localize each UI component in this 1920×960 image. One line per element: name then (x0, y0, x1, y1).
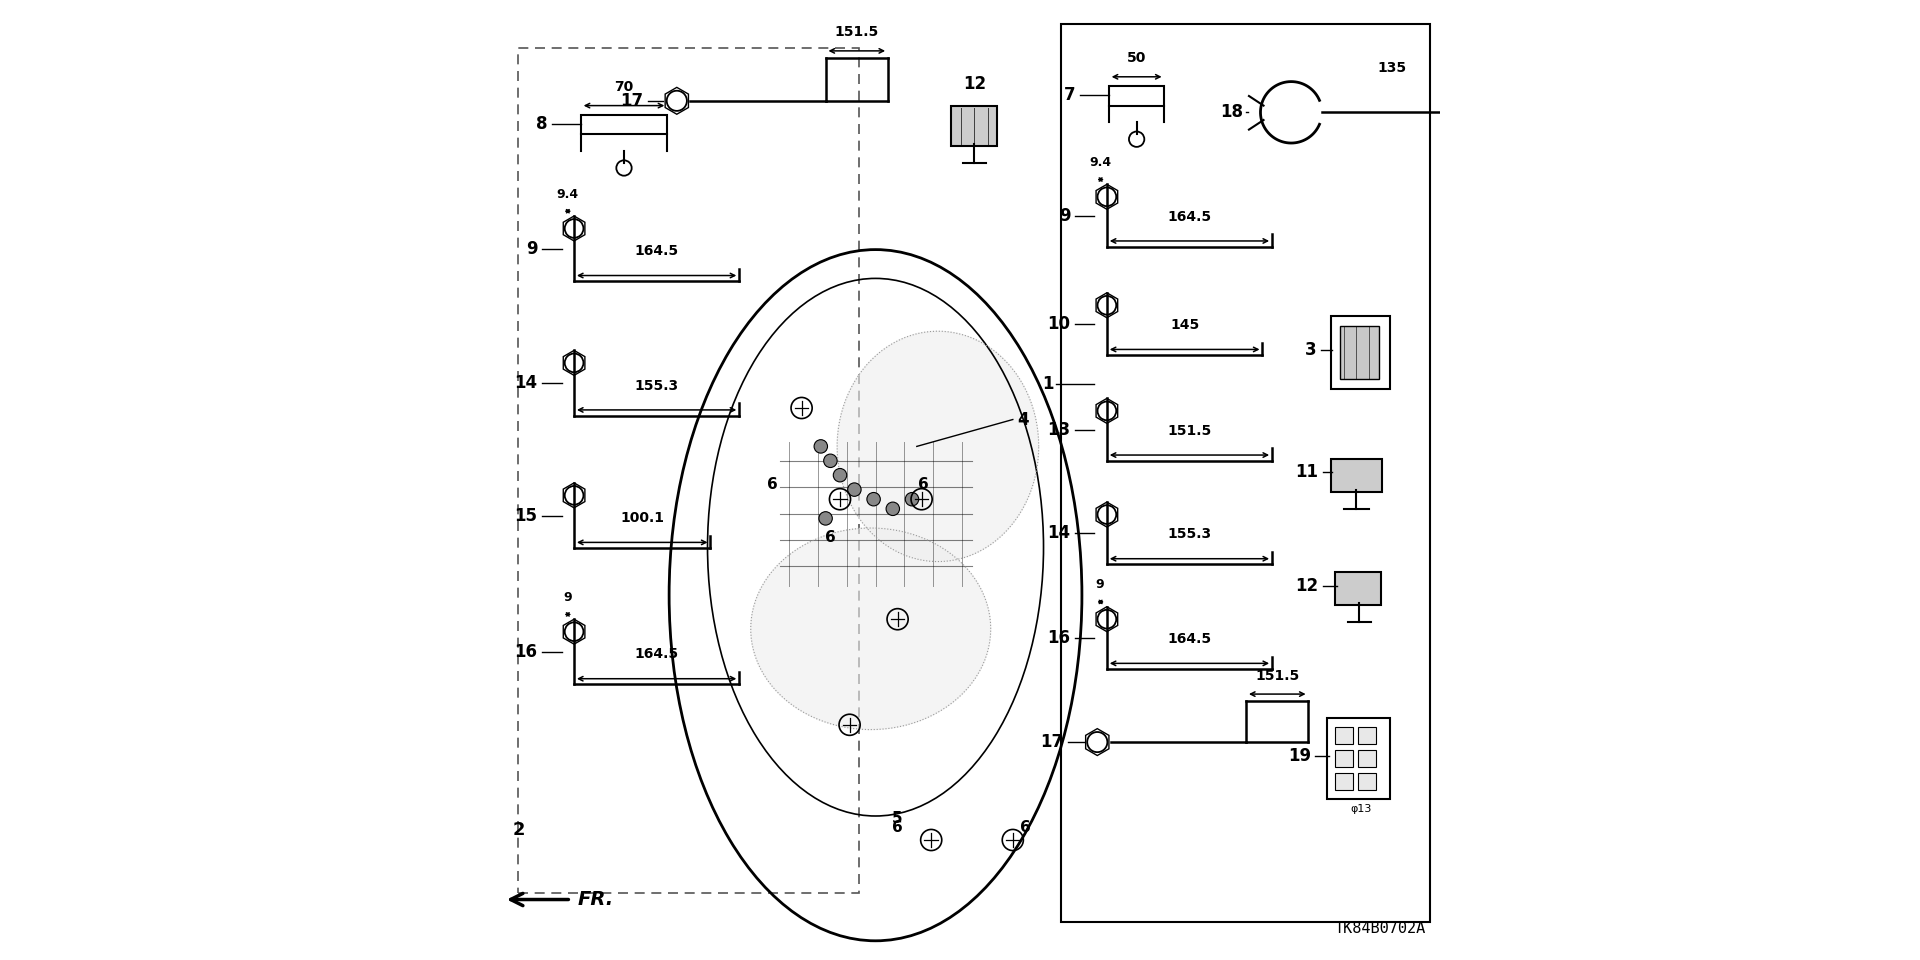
Text: 6: 6 (1020, 820, 1031, 835)
FancyBboxPatch shape (1359, 750, 1375, 767)
Text: FR.: FR. (578, 890, 614, 909)
Text: 9: 9 (1058, 206, 1071, 225)
Text: 5: 5 (893, 811, 902, 827)
Text: 3: 3 (1304, 342, 1315, 359)
FancyBboxPatch shape (1331, 316, 1390, 389)
FancyBboxPatch shape (1336, 750, 1352, 767)
Text: 15: 15 (515, 507, 538, 524)
Text: 4: 4 (1018, 411, 1029, 428)
Text: 9: 9 (1096, 578, 1104, 591)
Polygon shape (837, 331, 1039, 562)
Text: 11: 11 (1296, 464, 1317, 481)
Circle shape (824, 454, 837, 468)
Text: 17: 17 (1041, 733, 1064, 751)
Text: 164.5: 164.5 (1167, 209, 1212, 224)
Text: 18: 18 (1221, 104, 1242, 121)
FancyBboxPatch shape (1340, 326, 1379, 379)
Text: 164.5: 164.5 (636, 244, 678, 258)
Circle shape (814, 440, 828, 453)
Text: 7: 7 (1064, 86, 1075, 104)
FancyBboxPatch shape (1331, 459, 1382, 492)
Text: 8: 8 (536, 115, 547, 132)
Text: 12: 12 (962, 75, 987, 93)
Text: 9.4: 9.4 (1089, 156, 1112, 169)
Text: 12: 12 (1294, 577, 1317, 594)
FancyBboxPatch shape (1336, 773, 1352, 790)
FancyBboxPatch shape (1110, 86, 1164, 106)
FancyBboxPatch shape (1327, 718, 1390, 799)
Circle shape (885, 502, 899, 516)
Text: 2: 2 (513, 822, 524, 839)
Text: 17: 17 (620, 92, 643, 109)
Text: 100.1: 100.1 (620, 511, 664, 525)
FancyBboxPatch shape (1336, 572, 1382, 605)
Text: 19: 19 (1288, 747, 1311, 764)
Text: 1: 1 (1043, 375, 1054, 393)
FancyBboxPatch shape (1359, 773, 1375, 790)
Text: 6: 6 (768, 477, 778, 492)
Polygon shape (751, 528, 991, 730)
FancyBboxPatch shape (1359, 727, 1375, 744)
Text: 14: 14 (515, 374, 538, 392)
Circle shape (833, 468, 847, 482)
FancyBboxPatch shape (580, 115, 668, 134)
Text: 9.4: 9.4 (557, 187, 578, 201)
Text: 155.3: 155.3 (1167, 527, 1212, 541)
Text: 13: 13 (1046, 420, 1071, 439)
FancyBboxPatch shape (1336, 727, 1352, 744)
Text: 14: 14 (1046, 524, 1071, 542)
Circle shape (866, 492, 879, 506)
Text: 164.5: 164.5 (1167, 632, 1212, 646)
Text: 6: 6 (826, 530, 835, 545)
FancyBboxPatch shape (952, 106, 998, 146)
Text: 50: 50 (1127, 51, 1146, 65)
Text: 9: 9 (563, 590, 572, 604)
Text: TK84B0702A: TK84B0702A (1334, 921, 1425, 936)
Text: 10: 10 (1048, 315, 1071, 333)
Text: 164.5: 164.5 (636, 647, 678, 661)
Text: 16: 16 (1048, 629, 1071, 647)
Text: 135: 135 (1377, 60, 1405, 75)
Text: 151.5: 151.5 (835, 25, 879, 39)
Text: 145: 145 (1169, 318, 1200, 332)
Text: φ13: φ13 (1350, 804, 1373, 813)
Circle shape (818, 512, 831, 525)
Text: 151.5: 151.5 (1256, 668, 1300, 683)
Text: 6: 6 (893, 820, 902, 835)
Circle shape (849, 483, 862, 496)
Text: 16: 16 (515, 643, 538, 660)
Text: 70: 70 (614, 80, 634, 94)
Circle shape (906, 492, 920, 506)
Text: 6: 6 (918, 477, 929, 492)
Text: 151.5: 151.5 (1167, 423, 1212, 438)
Text: 155.3: 155.3 (636, 378, 678, 393)
Text: 9: 9 (526, 240, 538, 257)
